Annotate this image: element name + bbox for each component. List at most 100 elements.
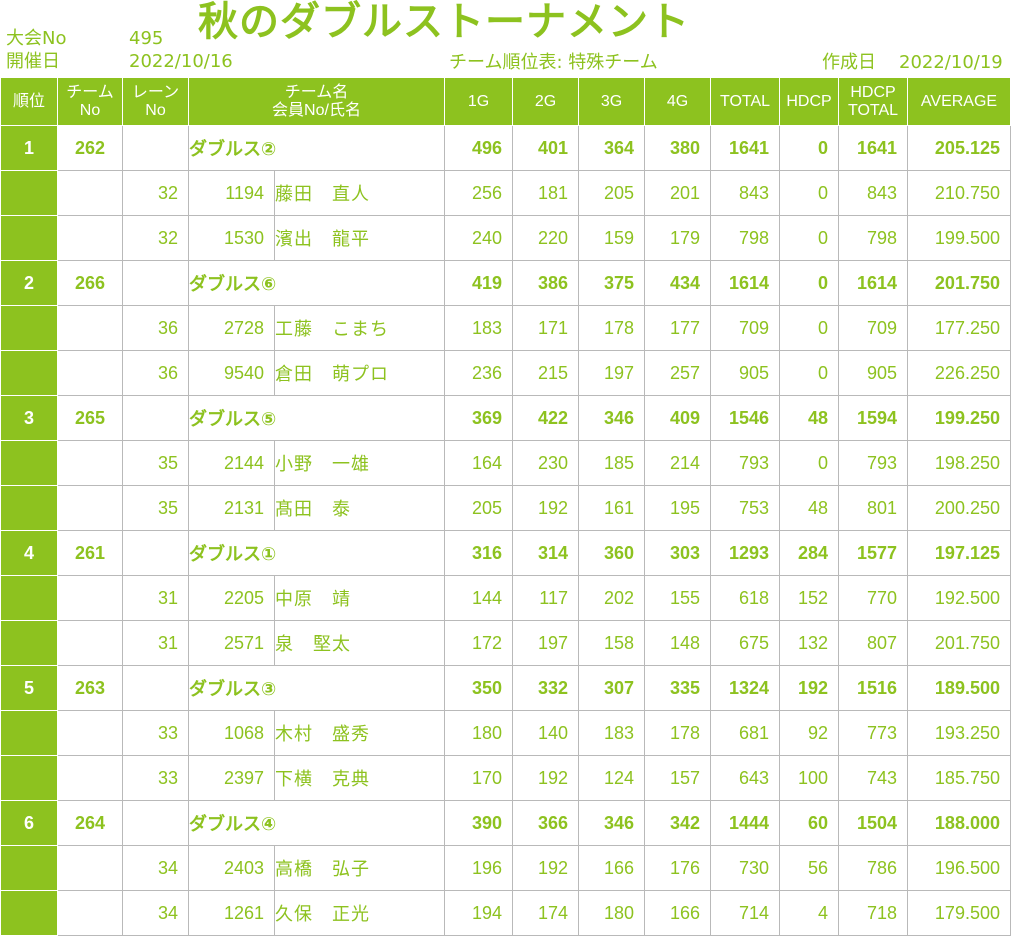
col-1g: 1G: [444, 77, 513, 126]
member-no: 2397: [188, 755, 275, 801]
score-4g: 201: [644, 170, 711, 216]
score-2g: 401: [512, 125, 579, 171]
score-hdcp: 192: [779, 665, 839, 711]
score-total: 618: [710, 575, 780, 621]
team-name: ダブルス①: [188, 530, 445, 576]
score-hdcp-total: 793: [838, 440, 908, 486]
score-total: 643: [710, 755, 780, 801]
team-no-empty: [57, 485, 123, 531]
rank-cell: 2: [0, 260, 58, 306]
score-hdcp: 0: [779, 170, 839, 216]
col-team-name: チーム名 会員No/氏名: [188, 77, 445, 126]
rank-cell: 6: [0, 800, 58, 846]
score-3g: 161: [578, 485, 645, 531]
team-row: 2 266 ダブルス⑥ 419 386 375 434 1614 0 1614 201.750: [0, 260, 1011, 306]
score-2g: 181: [512, 170, 579, 216]
score-1g: 419: [444, 260, 513, 306]
score-1g: 205: [444, 485, 513, 531]
team-no: 265: [57, 395, 123, 441]
team-no-empty: [57, 845, 123, 891]
score-2g: 192: [512, 485, 579, 531]
lane-empty: [122, 395, 189, 441]
score-hdcp: 4: [779, 890, 839, 936]
score-2g: 171: [512, 305, 579, 351]
score-2g: 174: [512, 890, 579, 936]
score-average: 201.750: [907, 620, 1011, 666]
score-3g: 158: [578, 620, 645, 666]
score-3g: 166: [578, 845, 645, 891]
team-no: 261: [57, 530, 123, 576]
score-total: 709: [710, 305, 780, 351]
team-no-empty: [57, 170, 123, 216]
score-total: 730: [710, 845, 780, 891]
member-name: 倉田 萌プロ: [274, 350, 445, 396]
score-hdcp-total: 1504: [838, 800, 908, 846]
score-hdcp-total: 786: [838, 845, 908, 891]
col-team-no: チーム No: [57, 77, 123, 126]
score-4g: 155: [644, 575, 711, 621]
lane-no: 32: [122, 170, 189, 216]
team-no-empty: [57, 755, 123, 801]
member-name: 濱出 龍平: [274, 215, 445, 261]
score-total: 675: [710, 620, 780, 666]
rank-cell: 1: [0, 125, 58, 171]
member-row: 33 1068 木村 盛秀 180 140 183 178 681 92 773 193.250: [0, 710, 1011, 756]
member-name: 中原 靖: [274, 575, 445, 621]
score-3g: 205: [578, 170, 645, 216]
score-hdcp: 0: [779, 305, 839, 351]
col-3g: 3G: [578, 77, 645, 126]
col-rank: 順位: [0, 77, 58, 126]
score-4g: 195: [644, 485, 711, 531]
score-average: 199.250: [907, 395, 1011, 441]
score-2g: 215: [512, 350, 579, 396]
lane-no: 36: [122, 350, 189, 396]
rank-empty: [0, 305, 58, 351]
member-no: 2205: [188, 575, 275, 621]
team-row: 1 262 ダブルス② 496 401 364 380 1641 0 1641 205.125: [0, 125, 1011, 171]
member-row: 34 2403 高橋 弘子 196 192 166 176 730 56 786 196.500: [0, 845, 1011, 891]
score-hdcp: 56: [779, 845, 839, 891]
lane-empty: [122, 530, 189, 576]
lane-no: 34: [122, 845, 189, 891]
tournament-no: 495: [129, 28, 164, 49]
score-4g: 178: [644, 710, 711, 756]
lane-empty: [122, 800, 189, 846]
member-name: 藤田 直人: [274, 170, 445, 216]
score-2g: 117: [512, 575, 579, 621]
score-1g: 240: [444, 215, 513, 261]
rank-cell: 3: [0, 395, 58, 441]
member-row: 34 1261 久保 正光 194 174 180 166 714 4 718 179.500: [0, 890, 1011, 936]
score-1g: 390: [444, 800, 513, 846]
score-2g: 192: [512, 755, 579, 801]
rank-empty: [0, 440, 58, 486]
score-4g: 303: [644, 530, 711, 576]
created-label: 作成日: [822, 52, 876, 73]
member-name: 工藤 こまち: [274, 305, 445, 351]
table-header-row: 順位 チーム No レーン No チーム名 会員No/氏名 1G 2G 3G 4G T…: [0, 77, 1011, 126]
member-row: 32 1530 濱出 龍平 240 220 159 179 798 0 798 199.500: [0, 215, 1011, 261]
score-average: 226.250: [907, 350, 1011, 396]
lane-empty: [122, 665, 189, 711]
score-4g: 335: [644, 665, 711, 711]
score-hdcp-total: 905: [838, 350, 908, 396]
score-2g: 332: [512, 665, 579, 711]
member-no: 1194: [188, 170, 275, 216]
lane-no: 32: [122, 215, 189, 261]
lane-no: 35: [122, 440, 189, 486]
score-3g: 360: [578, 530, 645, 576]
score-1g: 144: [444, 575, 513, 621]
team-name: ダブルス②: [188, 125, 445, 171]
rank-cell: 5: [0, 665, 58, 711]
lane-empty: [122, 260, 189, 306]
score-total: 793: [710, 440, 780, 486]
score-4g: 166: [644, 890, 711, 936]
score-hdcp-total: 1516: [838, 665, 908, 711]
lane-no: 36: [122, 305, 189, 351]
rank-empty: [0, 890, 58, 936]
rank-empty: [0, 575, 58, 621]
score-total: 905: [710, 350, 780, 396]
score-1g: 183: [444, 305, 513, 351]
score-average: 210.750: [907, 170, 1011, 216]
score-2g: 140: [512, 710, 579, 756]
